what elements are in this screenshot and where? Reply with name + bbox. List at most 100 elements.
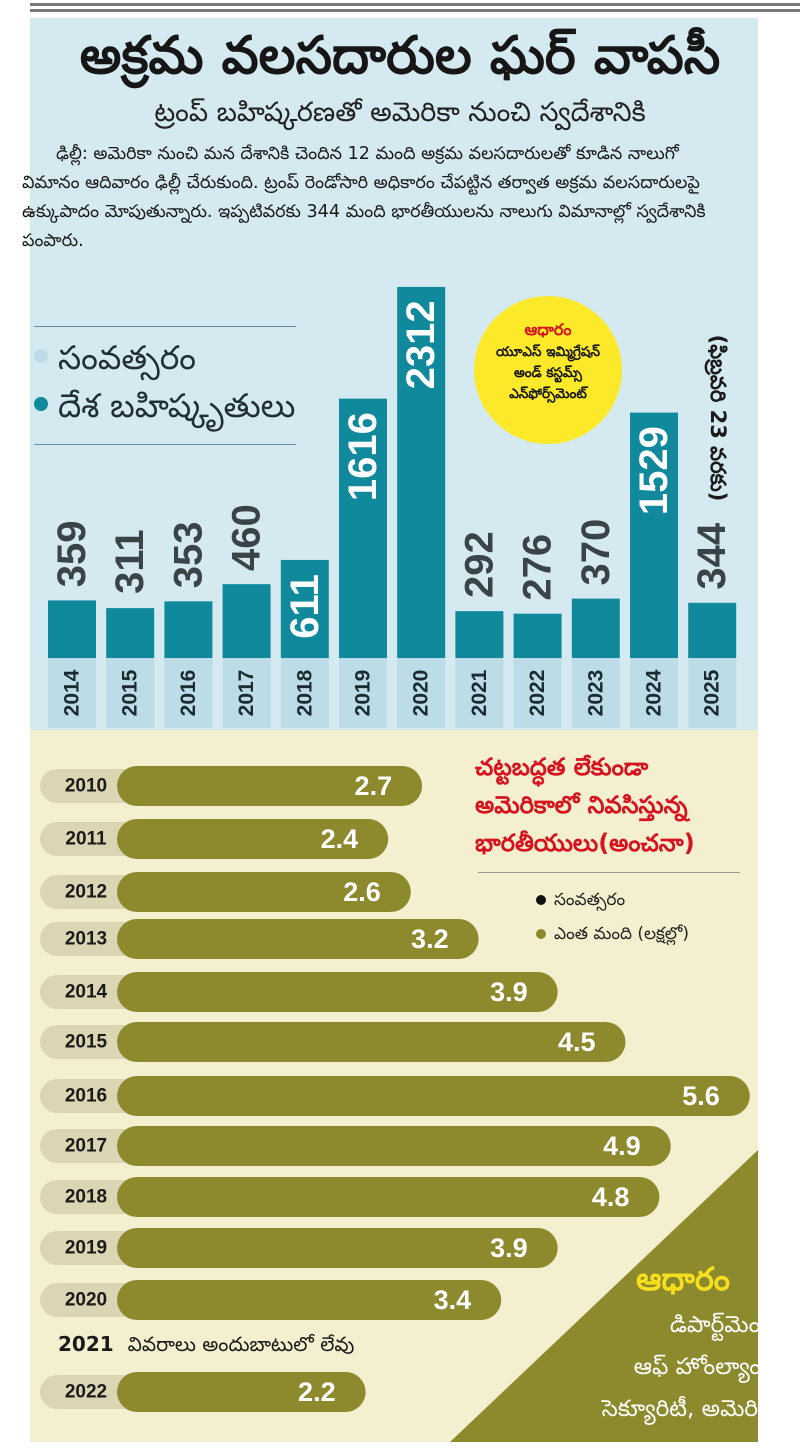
bar [571,598,620,658]
year-cell [688,658,737,728]
bar [397,286,446,658]
subheadline: ట్రంప్ బహిష్కరణతో అమెరికా నుంచి స్వదేశాన… [154,97,646,128]
year-pill [40,1375,140,1409]
legend-deportees-label: దేశ బహిష్కృతులు [58,386,296,425]
year-label: 2013 [65,929,107,950]
bar [117,872,411,912]
na-row-year: 2021 [58,1332,114,1356]
legend2-count: ఎంత మంది (లక్షల్లో) [478,917,740,951]
year-label: 2014 [61,669,84,716]
legend-deportees: దేశ బహిష్కృతులు [34,386,295,426]
deportations-bar-chart: 2014 359 2015 311 2016 353 2017 460 2018 611 2019 1… [48,286,737,728]
legend-year-label: సంవత్సరం [58,338,197,377]
value-label: 2.7 [355,771,393,801]
value-label: 3.4 [434,1285,472,1315]
callout-line: అమెరికాలో నివసిస్తున్న [475,791,688,819]
bar [117,819,389,859]
bar [117,1126,671,1166]
source2-line: డిపార్ట్‌మెంట్ [669,1312,778,1338]
source-line: అండ్ కస్టమ్స్ [513,365,583,381]
source-line: ఎన్‌ఫోర్స్‌మెంట్ [509,386,587,402]
legend-year-swatch [34,348,48,363]
legend-bottom: సంవత్సరం ఎంత మంది (లక్షల్లో) [478,872,740,951]
value-label: 1529 [632,426,676,515]
source2-line: సెక్యూరిటీ, అమెరికా [601,1396,778,1422]
value-label: 359 [50,521,94,588]
year-label: 2020 [65,1290,107,1311]
source-triangle-shape [450,1150,758,1442]
value-label: 5.6 [682,1081,720,1111]
year-label: 2010 [65,776,107,797]
value-label: 4.9 [603,1131,641,1161]
year-pill [40,1129,140,1163]
legend-year: సంవత్సరం [34,338,196,378]
bar [280,559,329,658]
value-label: 353 [166,521,210,588]
year-cell [513,658,562,728]
bar [630,412,678,658]
bar [106,608,155,658]
year-cell [455,658,504,728]
source2-line: ఆఫ్ హోంల్యాండ్ [633,1354,778,1380]
source-badge: ఆధారం యూఎస్ ఇమ్మిగ్రేషన్ అండ్ కస్టమ్స్ ఎ… [474,296,622,444]
legend-deportees-swatch [34,396,48,411]
top-rule [30,9,800,12]
bar [222,584,271,658]
legend2-year-swatch [536,895,546,905]
bar [117,1022,626,1062]
source-line: యూఎస్ ఇమ్మిగ్రేషన్ [496,344,600,360]
legend-rule [34,326,296,327]
year-label: 2019 [352,670,375,717]
year-label: 2012 [65,882,107,903]
legend-rule [34,444,296,445]
body-text: ఢిల్లీ: అమెరికా నుంచి మన దేశానికి చెందిన… [22,144,706,251]
value-label: 2.2 [298,1377,336,1407]
year-cell [48,658,96,728]
bar [117,1372,366,1412]
callout-line: చట్టబద్ధత లేకుండా [475,753,649,781]
value-label: 311 [108,529,152,594]
year-pill [40,975,140,1009]
value-label: 344 [690,522,734,589]
source2-text: డిపార్ట్‌మెంట్ ఆఫ్ హోంల్యాండ్ సెక్యూరిటీ… [548,1304,778,1430]
year-label: 2019 [65,1238,107,1259]
value-label: 2.6 [343,877,381,907]
bar [117,972,558,1012]
year-label: 2011 [65,829,107,850]
bar [164,601,213,658]
bar [339,398,387,658]
year-pill [40,769,140,803]
year-label: 2015 [119,669,142,716]
year-label: 2020 [410,670,433,717]
year-label: 2021 [468,669,491,716]
bar [455,611,504,658]
year-cell [397,658,446,728]
value-label: 4.8 [592,1182,630,1212]
value-label: 292 [457,531,501,598]
year-label: 2018 [293,669,316,716]
value-label: 2312 [399,300,443,389]
value-label: 3.2 [411,924,449,954]
value-label: 2.4 [321,824,359,854]
year-pill [40,822,140,856]
year-label: 2015 [65,1032,108,1053]
year-cell [164,658,213,728]
value-label: 460 [225,504,269,571]
year-label: 2024 [643,669,666,716]
year-pill [40,1079,140,1113]
bar [513,613,562,658]
value-label: 611 [283,574,327,639]
legend2-year: సంవత్సరం [478,883,740,917]
bar [117,919,479,959]
year-label: 2017 [235,670,258,717]
year-label: 2016 [177,670,200,717]
value-label: 3.9 [490,977,528,1007]
year-label: 2022 [65,1382,107,1403]
year-pill [40,1025,140,1059]
top-rule [30,3,800,6]
source2-label: ఆధారం [636,1260,731,1298]
year-label: 2014 [65,982,108,1003]
bar [48,600,96,658]
